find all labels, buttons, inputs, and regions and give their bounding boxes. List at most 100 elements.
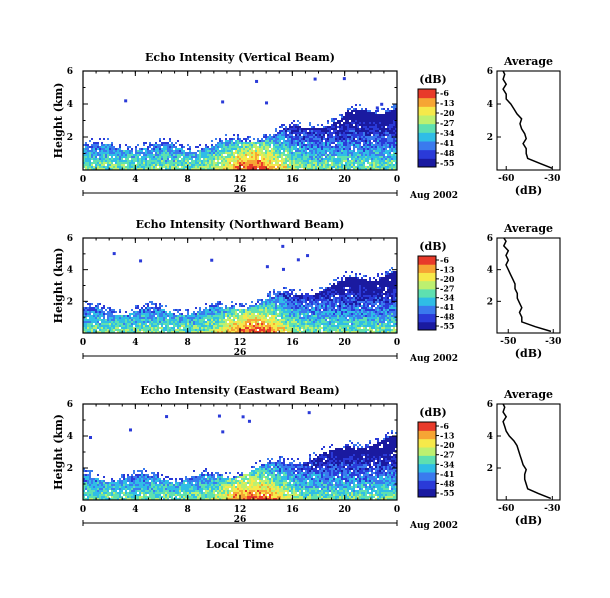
colorbar-swatch [418,115,436,125]
colorbar-swatch [418,447,436,456]
y-tick-label: 4 [67,100,73,110]
colorbar-swatch [418,288,436,298]
heatmap-cells [83,104,397,170]
profile-y-tick-label: 6 [487,400,493,410]
colorbar-tick-label: -20 [440,108,455,118]
x-tick-label: 0 [394,175,400,185]
profile-northward: Average -50 -30 6 4 2 (dB) [487,222,562,360]
colorbar-tick-label: -41 [440,469,454,479]
profile-title: Average [503,388,553,401]
colorbar-tick-label: -48 [440,312,455,322]
x-tick-label: 12 [234,505,247,515]
colorbar-tick-label: -6 [440,255,449,265]
heatmap-title: Echo Intensity (Vertical Beam) [145,51,335,64]
x-tick-label: 0 [80,505,86,515]
x-tick-label: 4 [132,175,138,185]
profile-title: Average [503,55,553,68]
colorbar-tick-label: -20 [440,274,455,284]
profile-frame [496,70,561,171]
colorbar-swatch [418,106,436,116]
heatmap-title: Echo Intensity (Eastward Beam) [140,384,339,397]
scattered-echoes [89,411,311,440]
colorbar-swatch [418,480,436,490]
x-tick-label: 16 [286,175,299,185]
colorbar-swatch [418,158,436,168]
colorbar: (dB) -6-13-20-27-34-41-48-55 [417,240,455,331]
colorbar-tick-label: -20 [440,440,455,450]
colorbar-tick-label: -41 [440,302,454,312]
heatmap-cells [83,430,397,500]
colorbar-swatch [418,430,436,440]
profile-x-tick-label: -60 [498,504,514,514]
y-tick-label: 2 [67,464,73,474]
x-tick-label: 0 [80,175,86,185]
colorbar-tick-label: -55 [440,158,454,168]
y-axis-label: Height (km) [52,83,65,159]
x-tick-label: 8 [185,338,191,348]
x-tick-label: 20 [338,338,351,348]
panel-vertical: Echo Intensity (Vertical Beam) 0 4 8 12 16 20 0… [52,51,561,201]
colorbar-tick-label: -13 [440,264,455,274]
colorbar-swatch [418,256,436,265]
colorbar-swatch [418,463,436,473]
profile-frame [496,403,561,501]
x-tick-label: 8 [185,505,191,515]
x-tick-label: 20 [338,175,351,185]
x-tick-label: 0 [80,338,86,348]
x-tick-label: 0 [394,338,400,348]
profile-x-tick-label: -50 [500,337,516,347]
profile-eastward: Average -60 -30 6 4 2 (dB) [487,388,561,527]
colorbar-unit: (dB) [419,406,446,419]
colorbar-tick-label: -13 [440,98,455,108]
x-tick-label: 16 [286,338,299,348]
profile-x-tick-label: -30 [544,174,560,184]
colorbar-swatch [418,123,436,133]
x-tick-label: 0 [394,505,400,515]
profile-y-tick-label: 6 [487,67,493,77]
colorbar-tick-label: -41 [440,138,454,148]
panel-northward: Echo Intensity (Northward Beam)0 4 8 12 16 20… [52,218,561,364]
colorbar-swatch [418,438,436,448]
panel-eastward: Echo Intensity (Eastward Beam) 0 4 8 12 16 20 0… [52,384,561,531]
y-tick-label: 2 [67,297,73,307]
colorbar-swatch [418,422,436,431]
profile-x-tick-label: -30 [545,337,561,347]
profile-y-tick-label: 2 [487,297,493,307]
scattered-echoes [124,77,384,110]
x-tick-label: 8 [185,175,191,185]
x-tick-label: 20 [338,505,351,515]
profile-vertical: Average -60 -30 6 4 2 (dB) [487,55,561,197]
colorbar-tick-label: -34 [440,459,455,469]
heatmap-cells [83,267,397,333]
colorbar-tick-label: -6 [440,88,449,98]
x-tick-label: 12 [234,175,247,185]
profile-y-tick-label: 2 [487,133,493,143]
colorbar-swatch [418,264,436,273]
colorbar-swatch [418,488,436,498]
colorbar-tick-label: -55 [440,321,454,331]
x-tick-label: 4 [132,505,138,515]
profile-y-tick-label: 4 [487,100,493,110]
colorbar-swatch [418,472,436,481]
colorbar: (dB) -6-13-20-27-34-41-48-55 [417,73,455,168]
colorbar-tick-label: -27 [440,283,454,293]
y-tick-label: 6 [67,234,73,244]
profile-y-tick-label: 4 [487,266,493,276]
x-tick-label: 12 [234,338,247,348]
colorbar-tick-label: -48 [440,478,455,488]
colorbar-tick-label: -55 [440,488,454,498]
y-tick-label: 6 [67,400,73,410]
day-label: 26 [234,348,247,358]
profile-x-label: (dB) [515,347,542,360]
colorbar-swatch [418,141,436,151]
month-label: Aug 2002 [409,521,458,531]
profile-line [502,237,552,333]
profile-line [502,70,553,169]
day-label: 26 [234,515,247,525]
colorbar-unit: (dB) [419,240,446,253]
colorbar-swatch [418,297,436,306]
y-tick-label: 4 [67,432,73,442]
profile-x-tick-label: -30 [544,504,560,514]
month-label: Aug 2002 [409,191,458,201]
